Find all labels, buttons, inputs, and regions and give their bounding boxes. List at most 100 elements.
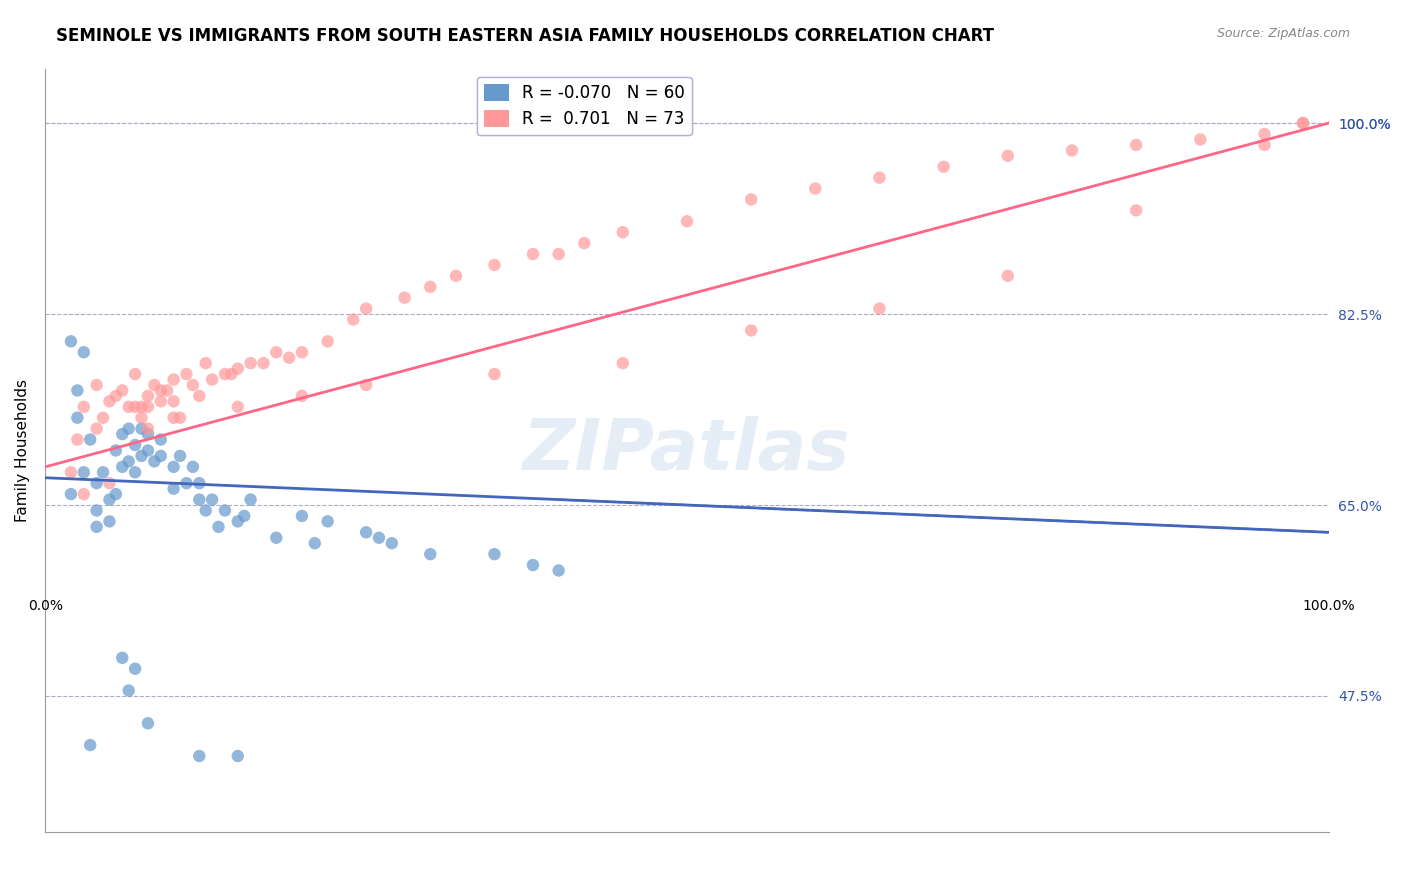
Point [226, 361, 249, 376]
Point [73, 487, 96, 501]
Point [111, 427, 134, 442]
Point [91, 465, 114, 479]
Point [194, 503, 217, 517]
Point [176, 367, 198, 381]
Point [201, 372, 224, 386]
Text: SEMINOLE VS IMMIGRANTS FROM SOUTH EASTERN ASIA FAMILY HOUSEHOLDS CORRELATION CHA: SEMINOLE VS IMMIGRANTS FROM SOUTH EASTER… [56, 27, 994, 45]
Point [932, 160, 955, 174]
Point [59, 487, 82, 501]
Point [354, 525, 377, 540]
Point [98, 492, 121, 507]
Point [1060, 144, 1083, 158]
Point [111, 650, 134, 665]
Point [131, 410, 153, 425]
Point [66, 433, 89, 447]
Point [1125, 203, 1147, 218]
Point [73, 465, 96, 479]
Point [188, 476, 211, 491]
Point [104, 487, 127, 501]
Point [252, 356, 274, 370]
Point [381, 536, 404, 550]
Point [291, 508, 314, 523]
Point [1189, 132, 1212, 146]
Text: 0.0%: 0.0% [28, 599, 63, 614]
Point [156, 384, 179, 398]
Point [214, 367, 236, 381]
Point [86, 503, 108, 517]
Point [266, 345, 288, 359]
Point [997, 149, 1019, 163]
Point [91, 410, 114, 425]
Point [547, 247, 569, 261]
Point [162, 372, 184, 386]
Point [143, 378, 166, 392]
Point [221, 367, 243, 381]
Point [162, 394, 184, 409]
Point [484, 547, 506, 561]
Point [131, 449, 153, 463]
Point [104, 389, 127, 403]
Point [143, 454, 166, 468]
Point [86, 378, 108, 392]
Point [169, 449, 191, 463]
Point [676, 214, 699, 228]
Point [226, 400, 249, 414]
Point [194, 356, 217, 370]
Point [73, 345, 96, 359]
Point [169, 410, 191, 425]
Point [136, 443, 159, 458]
Point [419, 547, 441, 561]
Point [124, 662, 146, 676]
Point [419, 279, 441, 293]
Point [444, 268, 467, 283]
Point [278, 351, 301, 365]
Point [66, 410, 89, 425]
Point [207, 520, 229, 534]
Text: Source: ZipAtlas.com: Source: ZipAtlas.com [1216, 27, 1350, 40]
Point [522, 247, 544, 261]
Point [740, 193, 762, 207]
Point [131, 400, 153, 414]
Point [574, 236, 596, 251]
Point [188, 749, 211, 764]
Point [997, 268, 1019, 283]
Point [316, 515, 339, 529]
Point [86, 520, 108, 534]
Point [354, 301, 377, 316]
Point [59, 465, 82, 479]
Point [104, 443, 127, 458]
Point [266, 531, 288, 545]
Point [86, 476, 108, 491]
Point [136, 427, 159, 442]
Point [214, 503, 236, 517]
Point [1253, 127, 1275, 141]
Point [162, 482, 184, 496]
Point [149, 449, 172, 463]
Point [59, 334, 82, 349]
Text: 100.0%: 100.0% [1302, 599, 1355, 614]
Point [124, 400, 146, 414]
Point [226, 515, 249, 529]
Point [291, 345, 314, 359]
Point [201, 492, 224, 507]
Point [149, 433, 172, 447]
Point [118, 400, 141, 414]
Point [304, 536, 326, 550]
Point [239, 356, 262, 370]
Point [124, 465, 146, 479]
Point [188, 389, 211, 403]
Point [162, 410, 184, 425]
Point [342, 312, 364, 326]
Point [118, 454, 141, 468]
Point [804, 181, 827, 195]
Point [98, 476, 121, 491]
Text: ZIPatlas: ZIPatlas [523, 416, 851, 485]
Point [79, 433, 101, 447]
Point [1125, 137, 1147, 152]
Legend: R = -0.070   N = 60, R =  0.701   N = 73: R = -0.070 N = 60, R = 0.701 N = 73 [477, 77, 692, 135]
Point [136, 422, 159, 436]
Point [316, 334, 339, 349]
Point [118, 422, 141, 436]
Point [181, 459, 204, 474]
Point [111, 384, 134, 398]
